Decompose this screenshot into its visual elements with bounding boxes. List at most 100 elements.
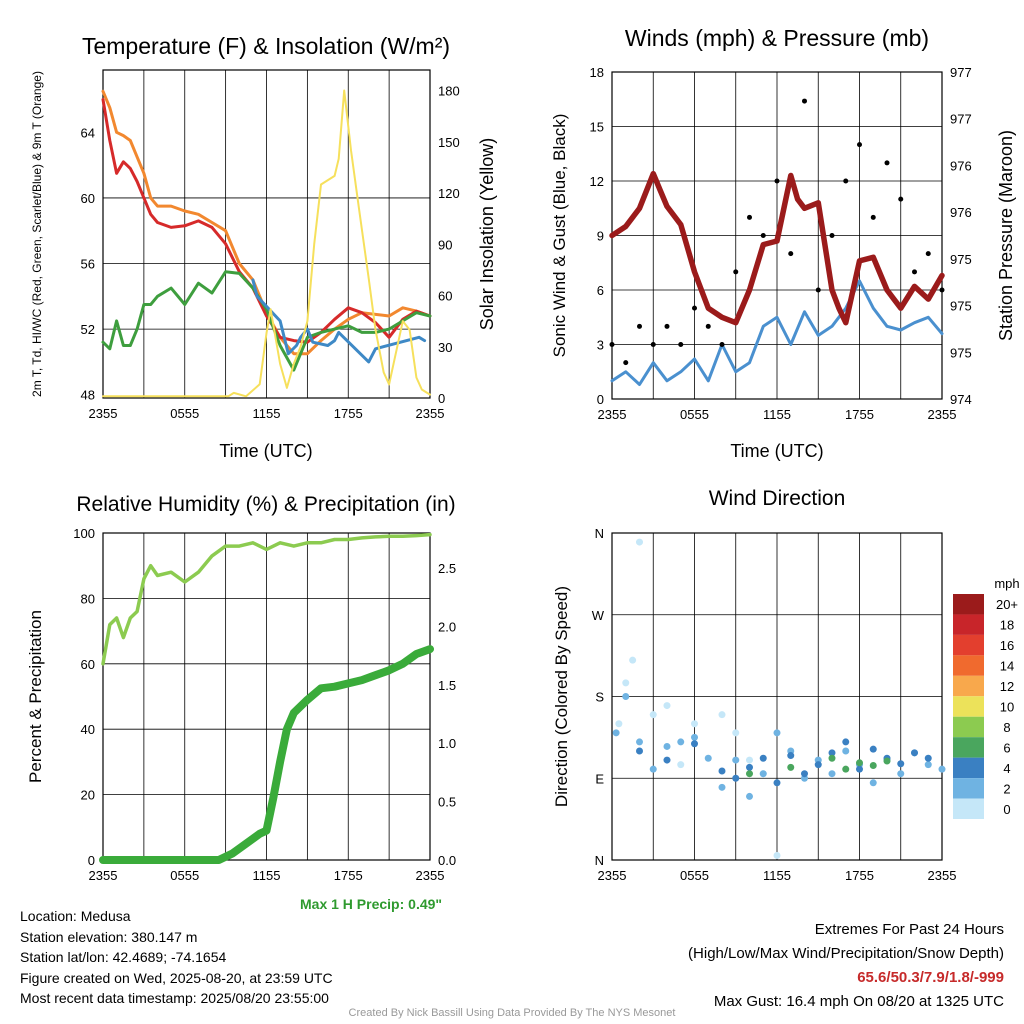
colorbar-swatch <box>953 798 984 819</box>
panel-3-series-0-point <box>718 711 726 719</box>
panel-3-series-0-point <box>773 851 781 859</box>
panel-1-series-2-point <box>925 251 931 257</box>
colorbar-label: 8 <box>1003 720 1010 735</box>
panel-1-series-2-point <box>912 269 917 275</box>
extremes-title: Extremes For Past 24 Hours <box>814 921 1004 938</box>
panel-1-series-2-point <box>637 323 642 329</box>
panel-0-xtick: 2355 <box>89 406 118 421</box>
colorbar-swatch <box>953 737 984 758</box>
panel-0-xlabel: Time (UTC) <box>219 441 312 461</box>
panel-1-y2tick: 976 <box>950 158 972 173</box>
panel-2-ytick: 60 <box>81 657 95 672</box>
panel-2-xtick: 2355 <box>416 868 445 883</box>
panel-1-series-2-point <box>898 196 904 202</box>
max-precip-annotation: Max 1 H Precip: 0.49" <box>300 896 443 912</box>
panel-2-y2tick: 2.5 <box>438 561 456 576</box>
panel-0-xtick: 0555 <box>170 406 199 421</box>
panel-0-y2tick: 60 <box>438 289 452 304</box>
panel-3-series-1-point <box>612 729 620 737</box>
panel-3-series-2-point <box>759 754 767 762</box>
panel-3-xtick: 2355 <box>598 868 627 883</box>
panel-3-series-1-point <box>649 765 657 773</box>
panel-2-y2tick: 1.0 <box>438 736 456 751</box>
extremes-subtitle: (High/Low/Max Wind/Precipitation/Snow De… <box>688 945 1004 962</box>
panel-3-series-1-point <box>869 779 877 787</box>
panel-3-series-1-point <box>842 747 850 755</box>
panel-1-ytick: 6 <box>597 283 604 298</box>
panel-3-series-0-point <box>691 720 698 728</box>
panel-2-xtick: 0555 <box>170 868 199 883</box>
panel-0-y2tick: 90 <box>438 237 452 252</box>
panel-1-ylabel: Sonic Wind & Gust (Blue, Black) <box>550 114 569 358</box>
colorbar-swatch <box>953 696 984 717</box>
panel-3-series-2-point <box>856 765 863 773</box>
panel-2-ytick: 0 <box>88 853 95 868</box>
colorbar-swatch <box>953 614 984 635</box>
panel-1-y2tick: 975 <box>950 252 972 267</box>
panel-2-ytick: 80 <box>81 591 95 606</box>
elevation-text: Station elevation: 380.147 m <box>20 928 198 945</box>
panel-3-series-2-point <box>691 740 698 748</box>
panel-0-y2tick: 150 <box>438 135 460 150</box>
colorbar-label: 4 <box>1003 761 1010 776</box>
panel-3-ytick: E <box>595 771 604 786</box>
panel-2-ytick: 40 <box>81 722 95 737</box>
panel-1-series-2-point <box>664 323 670 329</box>
panel-0-ytick: 48 <box>81 388 95 403</box>
panel-1-series-2-point <box>705 323 711 329</box>
panel-3-series-2-point <box>828 749 836 757</box>
panel-1-series-2-point <box>623 360 629 366</box>
panel-1-y2tick: 976 <box>950 205 972 220</box>
panel-3-ytick: W <box>592 608 605 623</box>
panel-1-ytick: 12 <box>590 174 604 189</box>
panel-3-series-2-point <box>814 761 822 769</box>
panel-3-series-3-point <box>787 763 795 771</box>
panel-3-series-3-point <box>856 759 863 767</box>
colorbar-swatch <box>953 757 984 779</box>
panel-3-series-2-point <box>842 738 850 746</box>
panel-0-series-4-line <box>102 89 431 398</box>
panel-1-xlabel: Time (UTC) <box>730 441 823 461</box>
panel-1-y2tick: 974 <box>950 392 972 407</box>
panel-1-ytick: 3 <box>597 338 604 353</box>
colorbar-label: 20+ <box>996 597 1018 612</box>
panel-3-ytick: S <box>595 690 604 705</box>
panel-3-series-0-point <box>622 679 630 687</box>
panel-3-series-2-point <box>718 767 726 775</box>
panel-2-y2tick: 0.5 <box>438 795 456 810</box>
panel-0-ytick: 64 <box>81 125 95 140</box>
panel-1-title: Winds (mph) & Pressure (mb) <box>625 25 929 51</box>
panel-1-series-2-point <box>760 233 766 238</box>
panel-1-series-2-point <box>747 214 752 220</box>
panel-0-ytick: 52 <box>81 322 95 337</box>
panel-3-series-1-point <box>938 765 946 773</box>
panel-1-xtick: 2355 <box>598 407 627 422</box>
panel-1-series-2-point <box>788 251 794 257</box>
panel-1-series-2-point <box>733 269 739 275</box>
panel-3-series-2-point <box>869 745 877 753</box>
colorbar-swatch <box>953 594 984 615</box>
panel-2-y2tick: 1.5 <box>438 678 456 693</box>
panel-3-series-3-point <box>828 754 836 762</box>
panel-3-series-3-point <box>746 770 753 778</box>
panel-3-series-0-point <box>636 538 643 546</box>
panel-1-series-2-point <box>857 142 862 148</box>
panel-3-title: Wind Direction <box>709 487 846 510</box>
panel-2-y2tick: 0.0 <box>438 853 456 868</box>
credit-text: Created By Nick Bassill Using Data Provi… <box>348 1007 676 1019</box>
panel-2-ytick: 100 <box>73 526 95 541</box>
panel-3-series-2-point <box>897 760 905 768</box>
panel-1-series-2-point <box>829 233 835 238</box>
created-text: Figure created on Wed, 2025-08-20, at 23… <box>20 969 333 986</box>
panel-1-series-2-point <box>692 305 697 311</box>
colorbar-label: 16 <box>1000 638 1014 653</box>
colorbar-label: 10 <box>1000 700 1014 715</box>
panel-3-xtick: 0555 <box>680 868 709 883</box>
panel-3-series-2-point <box>924 754 932 762</box>
panel-0-ytick: 56 <box>81 257 95 272</box>
panel-2-title: Relative Humidity (%) & Precipitation (i… <box>76 493 455 516</box>
panel-3-series-1-point <box>691 733 698 741</box>
panel-1-series-2-point <box>774 178 780 184</box>
panel-0-xtick: 1755 <box>334 406 363 421</box>
